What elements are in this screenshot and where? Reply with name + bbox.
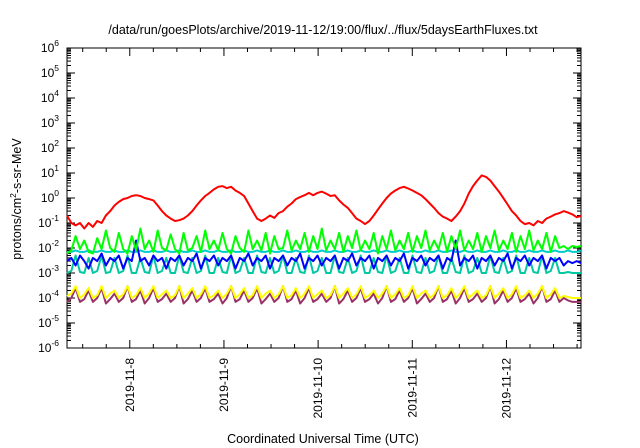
y-tick-label: 10-1: [38, 213, 59, 230]
series-line: [66, 239, 582, 270]
y-tick-label-base: 10: [38, 316, 52, 330]
series-line: [66, 174, 582, 230]
y-tick-label-base: 10: [41, 66, 55, 80]
y-axis-label-exponent: 2: [8, 193, 18, 198]
y-tick-label-exponent: -5: [51, 313, 59, 323]
y-axis-label-unit: protons/cm: [10, 198, 24, 260]
series-line: [66, 227, 582, 255]
y-tick-label-exponent: -6: [51, 338, 59, 348]
y-tick-label-exponent: 1: [54, 163, 59, 173]
y-tick-label: 10-3: [38, 263, 59, 280]
y-axis-label: protons/cm2-s-sr-MeV: [8, 138, 24, 260]
y-tick-label: 10-6: [38, 338, 59, 355]
y-tick-label-base: 10: [41, 116, 55, 130]
y-tick-label-base: 10: [38, 341, 52, 355]
x-tick-label: 2019-11-11: [405, 358, 419, 418]
y-tick-label: 10-2: [38, 238, 59, 255]
series-line: [67, 249, 582, 253]
y-tick-label-exponent: -4: [51, 288, 59, 298]
y-tick-label: 10-4: [38, 288, 59, 305]
x-tick-label: 2019-11-10: [311, 358, 325, 419]
y-tick-label-base: 10: [41, 41, 55, 55]
x-axis: 2019-11-8 2019-11-9 2019-11-10 2019-11-11 20…: [82, 48, 578, 419]
x-tick-label: 2019-11-9: [217, 358, 231, 412]
y-tick-label: 106: [41, 38, 59, 55]
y-tick-label-exponent: 4: [54, 88, 59, 98]
x-tick-label: 2019-11-8: [123, 358, 137, 412]
y-axis-label-rest: -s-sr-MeV: [10, 138, 24, 194]
x-axis-label: Coordinated Universal Time (UTC): [227, 432, 419, 446]
y-tick-label-exponent: -2: [51, 238, 59, 248]
y-tick-label: 102: [41, 138, 59, 155]
y-tick-label-exponent: 3: [54, 113, 59, 123]
y-tick-label-base: 10: [41, 191, 55, 205]
y-tick-label-exponent: 6: [54, 38, 59, 48]
y-tick-label: 103: [41, 113, 59, 130]
y-tick-label-base: 10: [38, 216, 52, 230]
y-tick-label: 10-5: [38, 313, 59, 330]
series-group: [66, 174, 582, 305]
y-tick-label-base: 10: [38, 241, 52, 255]
y-tick-label-base: 10: [41, 141, 55, 155]
y-tick-label: 105: [41, 63, 59, 80]
y-tick-label-exponent: 5: [54, 63, 59, 73]
y-tick-label-exponent: 2: [54, 138, 59, 148]
y-tick-label-base: 10: [38, 291, 52, 305]
series-line: [66, 285, 581, 299]
y-tick-label-exponent: 0: [54, 188, 59, 198]
y-tick-label-base: 10: [38, 266, 52, 280]
chart-title: /data/run/goesPlots/archive/2019-11-12/1…: [108, 23, 538, 37]
y-tick-label-base: 10: [41, 91, 55, 105]
y-axis: 10-610-510-410-310-210-11001011021031041…: [38, 38, 581, 355]
x-tick-label: 2019-11-12: [499, 358, 513, 419]
y-tick-label-exponent: -1: [51, 213, 59, 223]
y-tick-label: 100: [41, 188, 59, 205]
y-tick-label-base: 10: [41, 166, 55, 180]
y-tick-label-exponent: -3: [51, 263, 59, 273]
y-tick-label: 101: [41, 163, 59, 180]
y-tick-label: 104: [41, 88, 59, 105]
series-line: [66, 285, 581, 305]
